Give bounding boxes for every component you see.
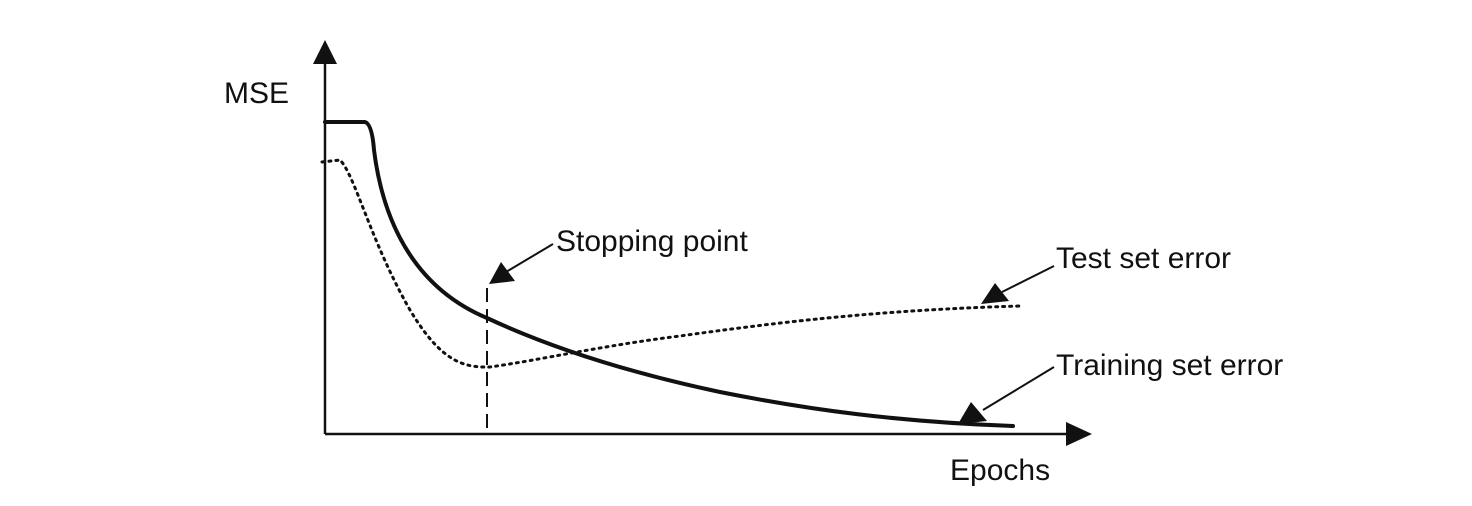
- test-error-curve: [320, 158, 1022, 369]
- stopping-point-arrowhead: [489, 262, 515, 284]
- y-axis-label: MSE: [224, 77, 289, 110]
- test-error-label: Test set error: [1056, 242, 1231, 275]
- training-error-curve: [323, 120, 1015, 428]
- stopping-point-pointer: [489, 243, 554, 284]
- training-error-label: Training set error: [1056, 349, 1283, 382]
- stopping-point-label: Stopping point: [556, 225, 748, 258]
- y-axis-arrowhead: [313, 40, 337, 64]
- x-axis-label: Epochs: [950, 454, 1050, 487]
- x-axis-arrowhead: [1066, 422, 1092, 446]
- training-error-pointer: [958, 366, 1055, 424]
- test-error-pointer: [981, 265, 1055, 304]
- test-error-arrowhead: [981, 283, 1009, 304]
- training-error-arrowhead: [958, 402, 987, 424]
